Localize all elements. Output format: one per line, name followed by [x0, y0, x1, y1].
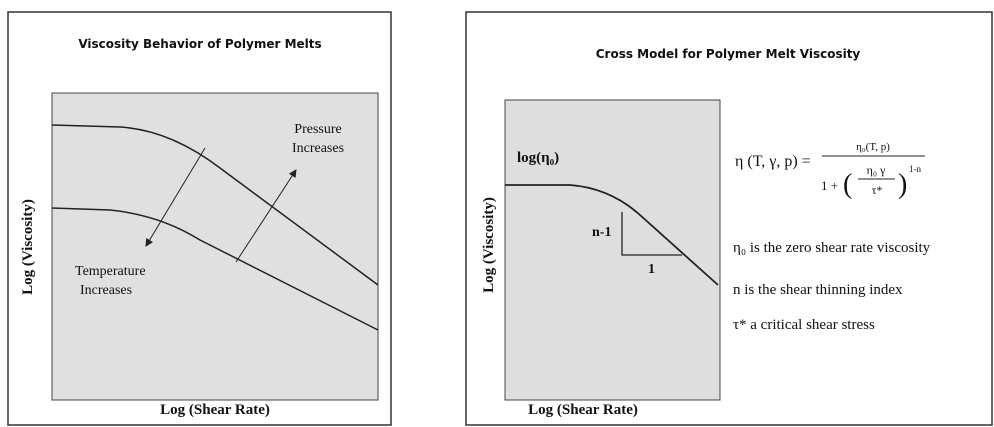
definition: η₀ is the zero shear rate viscosity	[733, 240, 931, 256]
right-title: Cross Model for Polymer Melt Viscosity	[596, 47, 861, 61]
y-axis-label: Log (Viscosity)	[481, 197, 497, 293]
definition: n is the shear thinning index	[733, 282, 903, 298]
slope-triangle	[621, 212, 682, 256]
pressure-label: Increases	[292, 141, 344, 156]
temperature-arrow	[145, 147, 206, 247]
x-axis-label: Log (Shear Rate)	[528, 402, 638, 418]
equation-one-plus: 1 +	[821, 178, 838, 193]
paren: (	[843, 169, 852, 200]
x-axis-label: Log (Shear Rate)	[160, 402, 270, 418]
equation-numerator: η₀(T, p)	[856, 141, 890, 153]
inner-denominator: τ*	[872, 183, 883, 197]
pressure-arrow	[235, 169, 297, 263]
y-axis-label: Log (Viscosity)	[20, 199, 36, 295]
equation-lhs: η (T, γ, p) =	[735, 153, 811, 170]
slope-label: n-1	[592, 225, 611, 240]
pressure-label: Pressure	[294, 122, 341, 137]
exponent: 1-n	[909, 164, 921, 174]
inner-numerator: η₀ γ	[867, 163, 886, 177]
temperature-label: Increases	[80, 283, 132, 298]
paren: )	[898, 169, 907, 200]
upper-curve	[51, 124, 379, 286]
left-title: Viscosity Behavior of Polymer Melts	[78, 37, 321, 51]
definition: τ* a critical shear stress	[733, 317, 875, 333]
run-label: 1	[648, 262, 655, 277]
cross-curve	[505, 184, 719, 286]
right-plot-area	[504, 99, 721, 401]
lower-curve	[51, 207, 379, 331]
temperature-label: Temperature	[75, 264, 146, 279]
left-plot-area	[51, 92, 379, 401]
plateau-label: log(η₀)	[517, 150, 559, 166]
